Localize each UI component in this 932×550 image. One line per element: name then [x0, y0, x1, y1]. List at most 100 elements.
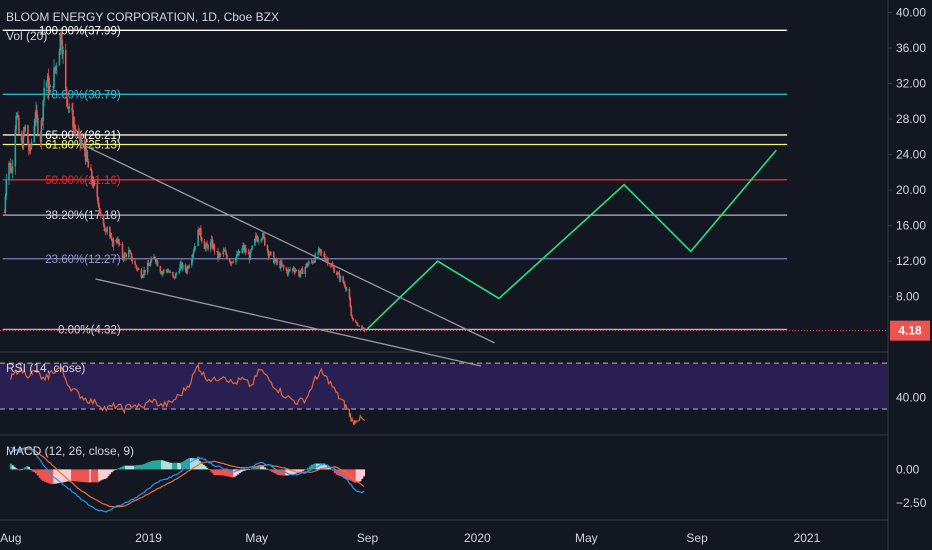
candle-body	[304, 267, 307, 274]
candle-body	[127, 250, 130, 258]
macd-histogram-bar	[72, 469, 76, 482]
macd-histogram-bar	[204, 466, 207, 470]
fib-level-label: 50.00%(21.16)	[45, 175, 121, 187]
macd-histogram-bar	[175, 462, 178, 470]
candle-body	[165, 269, 168, 271]
macd-histogram-bar	[191, 458, 194, 470]
macd-histogram-bar	[108, 469, 112, 475]
candle-body	[331, 264, 334, 266]
trendlines[interactable]	[80, 143, 495, 367]
macd-histogram-bar	[71, 469, 74, 482]
candle-body	[167, 271, 170, 273]
macd-histogram-bar	[132, 465, 135, 470]
candle-body	[269, 251, 271, 255]
macd-histogram-bar	[220, 469, 223, 476]
candle-body	[354, 320, 357, 323]
macd-histogram-bar	[157, 460, 160, 470]
candle-body	[263, 237, 266, 246]
fib-level-label: 38.20%(17.18)	[45, 210, 121, 222]
candle-body	[125, 253, 127, 258]
candle-body	[266, 245, 269, 251]
macd-histogram-bar	[42, 469, 45, 482]
macd-histogram-bar	[47, 469, 50, 484]
candle-body	[24, 125, 27, 131]
candle-body	[35, 110, 37, 119]
projection-path[interactable]	[366, 149, 777, 330]
macd-histogram-bar	[173, 462, 176, 470]
candle-body	[85, 151, 88, 162]
last-price-label: 4.18	[898, 324, 922, 338]
macd-histogram-bar	[58, 469, 61, 484]
x-tick-label: May	[575, 531, 598, 545]
candle-body	[200, 237, 203, 242]
candle-body	[186, 266, 189, 273]
candle-body	[306, 263, 308, 267]
candle-body	[87, 160, 90, 168]
macd-histogram-bar	[272, 469, 275, 473]
candle-body	[329, 264, 332, 267]
candle-body	[159, 266, 162, 273]
candle-body	[53, 67, 55, 88]
macd-histogram-bar	[89, 469, 92, 483]
candle-body	[294, 270, 297, 272]
candle-body	[262, 233, 264, 239]
macd-histogram-bar	[211, 469, 214, 474]
macd-histogram-bar	[60, 469, 63, 483]
candle-body	[358, 325, 361, 327]
fib-level-label: 100.00%(37.99)	[39, 25, 121, 37]
price-series	[3, 27, 366, 333]
macd-histogram-bar	[126, 465, 130, 470]
candle-body	[242, 245, 244, 248]
macd-histogram-bar	[361, 469, 364, 479]
candle-body	[213, 244, 216, 252]
candle-body	[162, 271, 164, 273]
macd-histogram-bar	[171, 462, 175, 470]
price-tick-label: 32.00	[896, 77, 926, 91]
macd-histogram-bar	[116, 468, 119, 470]
candle-body	[275, 258, 278, 263]
macd-histogram-bar	[13, 466, 16, 470]
candle-body	[319, 249, 322, 253]
candle-body	[243, 245, 245, 251]
fibonacci-retracement[interactable]: 100.00%(37.99) 78.60%(30.79) 65.00%(26.21)…	[2, 25, 788, 336]
candle-body	[187, 266, 190, 268]
candle-body	[166, 270, 169, 272]
macd-histogram-bar	[182, 461, 185, 470]
candle-body	[161, 272, 163, 275]
candle-body	[123, 253, 126, 260]
candle-body	[274, 258, 277, 261]
candle-body	[149, 262, 152, 266]
candle-body	[10, 162, 12, 173]
candle-body	[17, 115, 19, 118]
macd-histogram-bar	[298, 469, 301, 473]
grid	[0, 0, 889, 550]
candle-body	[181, 262, 183, 269]
macd-histogram-bar	[267, 469, 270, 470]
candle-body	[150, 258, 153, 263]
candle-body	[218, 253, 221, 255]
macd-histogram-bar	[189, 458, 193, 470]
candle-body	[327, 259, 329, 265]
candle-body	[326, 259, 328, 260]
x-tick-label: Sep	[686, 531, 708, 545]
candle-body	[308, 261, 310, 265]
macd-title: MACD (12, 26, close, 9)	[6, 444, 134, 458]
macd-histogram-bar	[249, 468, 252, 470]
macd-histogram-bar	[245, 469, 248, 470]
macd-histogram-bar	[150, 461, 153, 470]
candle-body	[330, 264, 333, 267]
price-tick-label: 12.00	[896, 254, 926, 268]
candle-body	[34, 118, 36, 126]
candle-body	[39, 133, 42, 142]
candle-body	[142, 275, 144, 277]
candle-body	[28, 144, 30, 151]
candle-body	[336, 272, 338, 275]
macd-histogram-bar	[222, 469, 225, 476]
candle-body	[65, 88, 68, 99]
candle-body	[211, 239, 214, 249]
candle-body	[77, 131, 80, 134]
macd-histogram-bar	[65, 469, 68, 482]
macd-histogram-bar	[353, 469, 357, 483]
candle-body	[59, 33, 62, 51]
